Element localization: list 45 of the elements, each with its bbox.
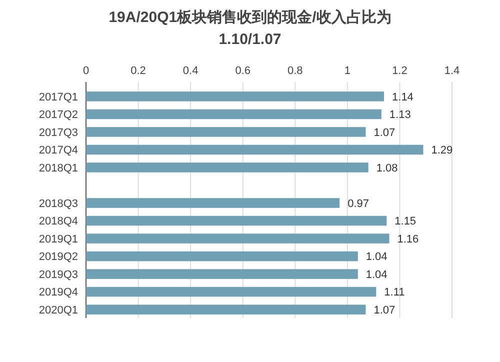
y-tick-label: 2017Q1 [38,91,78,104]
x-tick-label: 1 [344,65,350,77]
x-tick-label: 0.4 [182,65,198,77]
y-tick-label: 2017Q2 [38,109,78,122]
y-tick-label: 2017Q3 [38,126,78,139]
x-tick-label: 1.2 [392,65,408,77]
x-tick-label: 0 [82,65,90,77]
data-label: 1.16 [397,233,419,246]
bar [86,144,424,155]
bar [86,92,384,102]
data-label: 1.29 [431,144,453,157]
bar [86,304,366,314]
x-tick-label: 0.6 [235,65,251,77]
x-tick-label: 0.8 [287,65,303,77]
data-label: 1.07 [374,304,396,316]
bar [86,127,366,137]
bar [86,251,358,262]
bar [86,162,368,172]
y-tick-label: 2018Q4 [38,216,78,228]
bar [86,216,387,226]
y-tick-label: 2019Q3 [38,268,78,281]
data-label: 1.11 [384,286,405,299]
data-label: 1.13 [389,109,411,122]
x-tick-label: 0.2 [130,65,146,77]
bar [86,286,376,297]
data-label: 1.08 [376,162,398,174]
data-label: 1.14 [392,91,414,104]
bar [86,109,382,120]
data-label: 1.15 [394,216,416,228]
bar [86,234,390,244]
y-tick-label: 2019Q4 [38,286,78,299]
data-label: 0.97 [348,198,370,210]
x-tick-label: 1.4 [444,65,460,77]
y-tick-label: 2019Q1 [38,233,78,246]
y-tick-label: 2019Q2 [38,251,78,264]
data-label: 1.04 [366,251,388,264]
y-tick-label: 2017Q4 [38,144,78,157]
data-label: 1.07 [374,126,396,139]
bar [86,198,340,208]
y-tick-label: 2018Q1 [38,162,78,174]
y-tick-label: 2018Q3 [38,198,78,210]
chart-title: 19A/20Q1板块销售收到的现金/收入占比为 1.10/1.07 [108,9,392,48]
bar [86,269,358,279]
data-label: 1.04 [366,268,388,281]
y-tick-label: 2020Q1 [38,304,78,316]
